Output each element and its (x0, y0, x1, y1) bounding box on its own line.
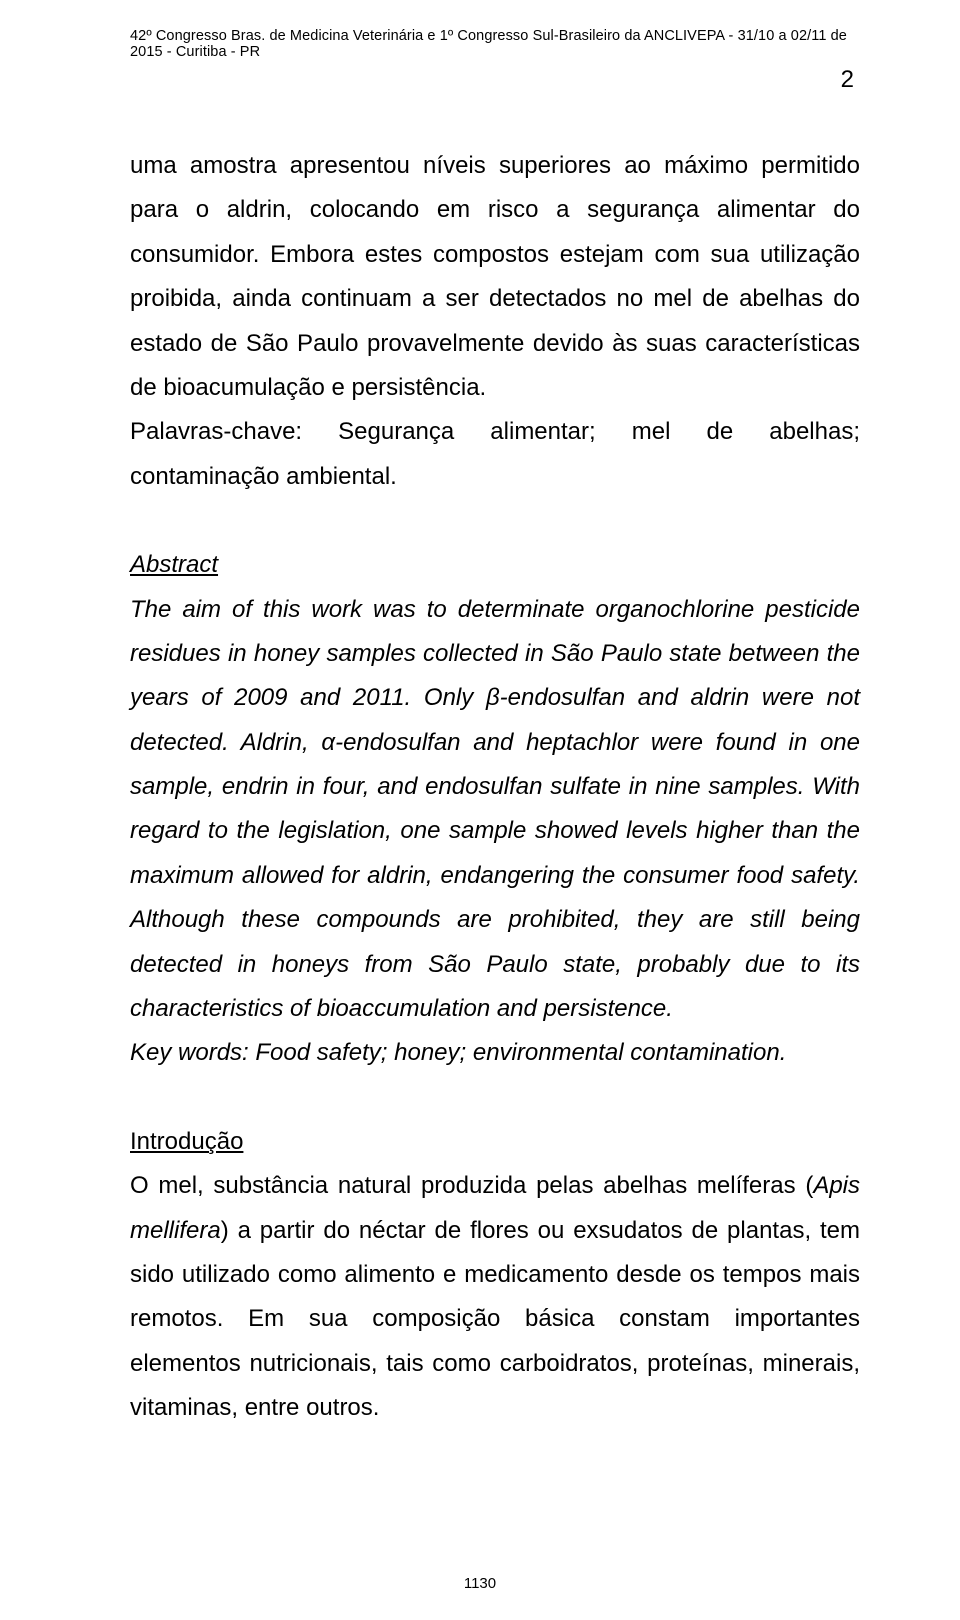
abstract-keywords: Key words: Food safety; honey; environme… (130, 1031, 860, 1075)
abstract-title-text: Abstract (130, 551, 218, 578)
running-header: 42º Congresso Bras. de Medicina Veteriná… (130, 28, 860, 60)
abstract-section: Abstract The aim of this work was to det… (130, 543, 860, 1076)
page-number-top: 2 (130, 66, 860, 94)
keywords-pt: Palavras-chave: Segurança alimentar; mel… (130, 410, 860, 499)
introducao-title-text: Introdução (130, 1128, 243, 1155)
paragraph-continuation: uma amostra apresentou níveis superiores… (130, 144, 860, 410)
introducao-body-part2: ) a partir do néctar de flores ou exsuda… (130, 1217, 860, 1422)
introducao-body-part1: O mel, substância natural produzida pela… (130, 1172, 813, 1199)
page-number-bottom: 1130 (0, 1575, 960, 1592)
abstract-body: The aim of this work was to determinate … (130, 588, 860, 1032)
page-container: 42º Congresso Bras. de Medicina Veteriná… (0, 0, 960, 1620)
body-content: uma amostra apresentou níveis superiores… (130, 144, 860, 1431)
introducao-body: O mel, substância natural produzida pela… (130, 1164, 860, 1430)
introducao-title: Introdução (130, 1120, 860, 1164)
abstract-title: Abstract (130, 543, 860, 587)
introducao-section: Introdução O mel, substância natural pro… (130, 1120, 860, 1431)
